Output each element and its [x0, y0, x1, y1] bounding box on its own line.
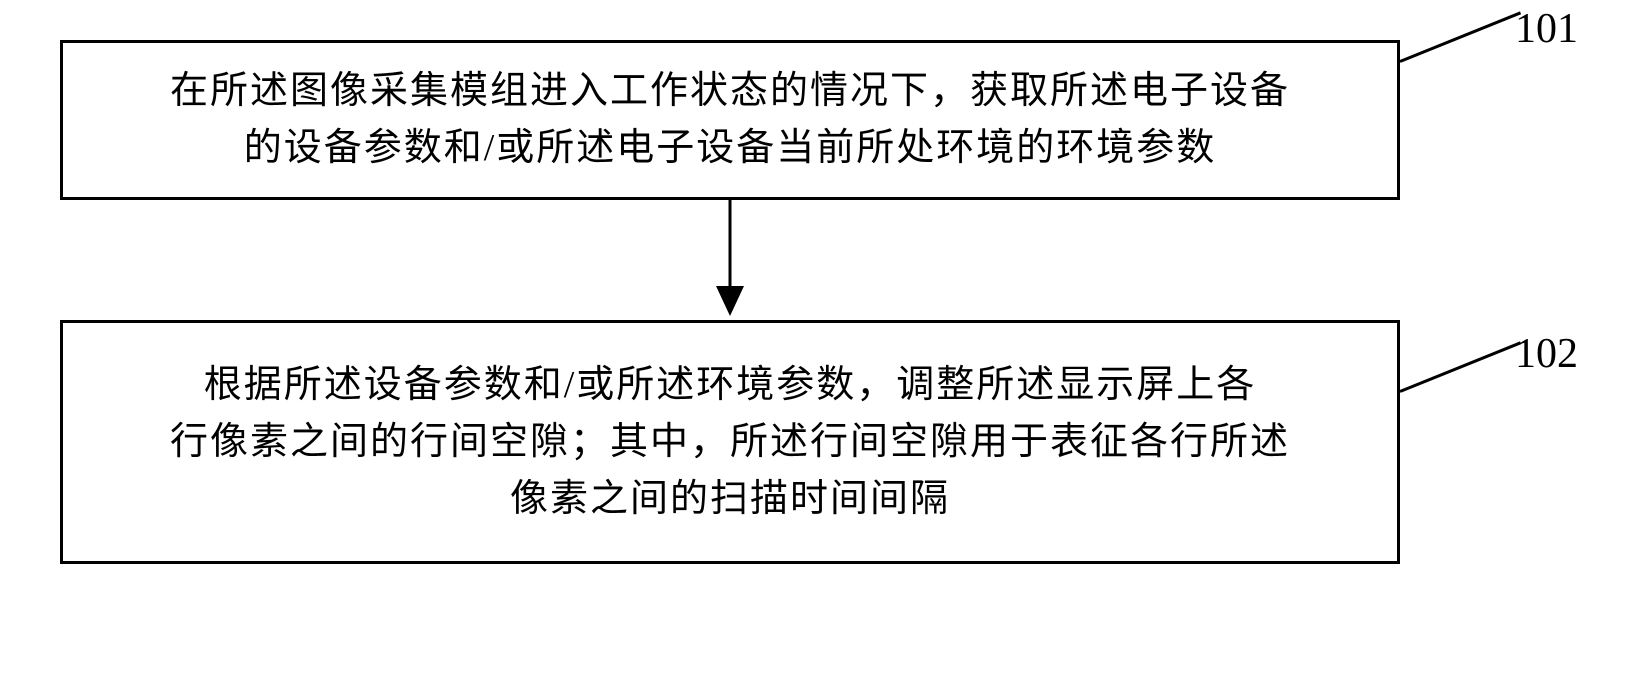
- node-102-text-line1: 根据所述设备参数和/或所述环境参数，调整所述显示屏上各: [204, 357, 1257, 414]
- flowchart-node-101: 在所述图像采集模组进入工作状态的情况下，获取所述电子设备 的设备参数和/或所述电…: [60, 40, 1400, 200]
- flowchart-arrow: [60, 200, 1400, 320]
- step-label-102: 102: [1515, 330, 1578, 378]
- node-102-text-line2: 行像素之间的行间空隙；其中，所述行间空隙用于表征各行所述: [170, 414, 1290, 471]
- arrow-line: [729, 200, 732, 290]
- flowchart-container: 在所述图像采集模组进入工作状态的情况下，获取所述电子设备 的设备参数和/或所述电…: [60, 40, 1580, 564]
- flowchart-node-102: 根据所述设备参数和/或所述环境参数，调整所述显示屏上各 行像素之间的行间空隙；其…: [60, 320, 1400, 564]
- arrow-head-icon: [716, 286, 744, 316]
- step-label-101: 101: [1515, 5, 1578, 53]
- node-101-text-line2: 的设备参数和/或所述电子设备当前所处环境的环境参数: [244, 120, 1217, 177]
- node-102-text-line3: 像素之间的扫描时间间隔: [510, 471, 950, 528]
- node-101-text-line1: 在所述图像采集模组进入工作状态的情况下，获取所述电子设备: [170, 63, 1290, 120]
